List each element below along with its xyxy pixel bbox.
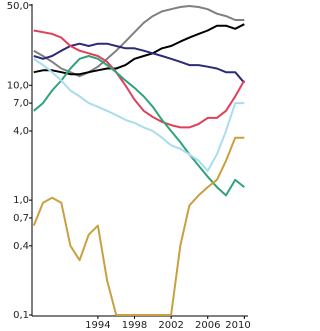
x-tick-label: 1994	[85, 320, 110, 331]
y-tick-label: 50,0	[7, 1, 29, 12]
series-line	[33, 29, 246, 129]
series-line	[33, 42, 246, 84]
y-tick-label: 0,1	[13, 310, 29, 321]
y-tick-label: 1,0	[13, 195, 29, 206]
y-tick-label: 0,4	[13, 241, 29, 252]
series-line	[32, 136, 245, 316]
series-line	[33, 55, 245, 197]
y-tick-label: 0,7	[13, 213, 29, 224]
x-tick-label: 1998	[122, 320, 147, 331]
chart: 0,1 0,4 0,7 1,0 4,0 7,0 10,0 50,0 1994 1998 2002 20…	[7, 1, 251, 331]
y-tick-label: 7,0	[13, 98, 29, 109]
y-tick-label: 10,0	[7, 80, 29, 91]
series-line	[33, 57, 245, 172]
x-tick-label: 2002	[158, 320, 183, 331]
y-tick-label: 4,0	[13, 126, 29, 137]
x-tick-label: 2006	[195, 320, 220, 331]
series-line	[33, 23, 245, 76]
x-tick-label: 2010	[225, 320, 250, 331]
